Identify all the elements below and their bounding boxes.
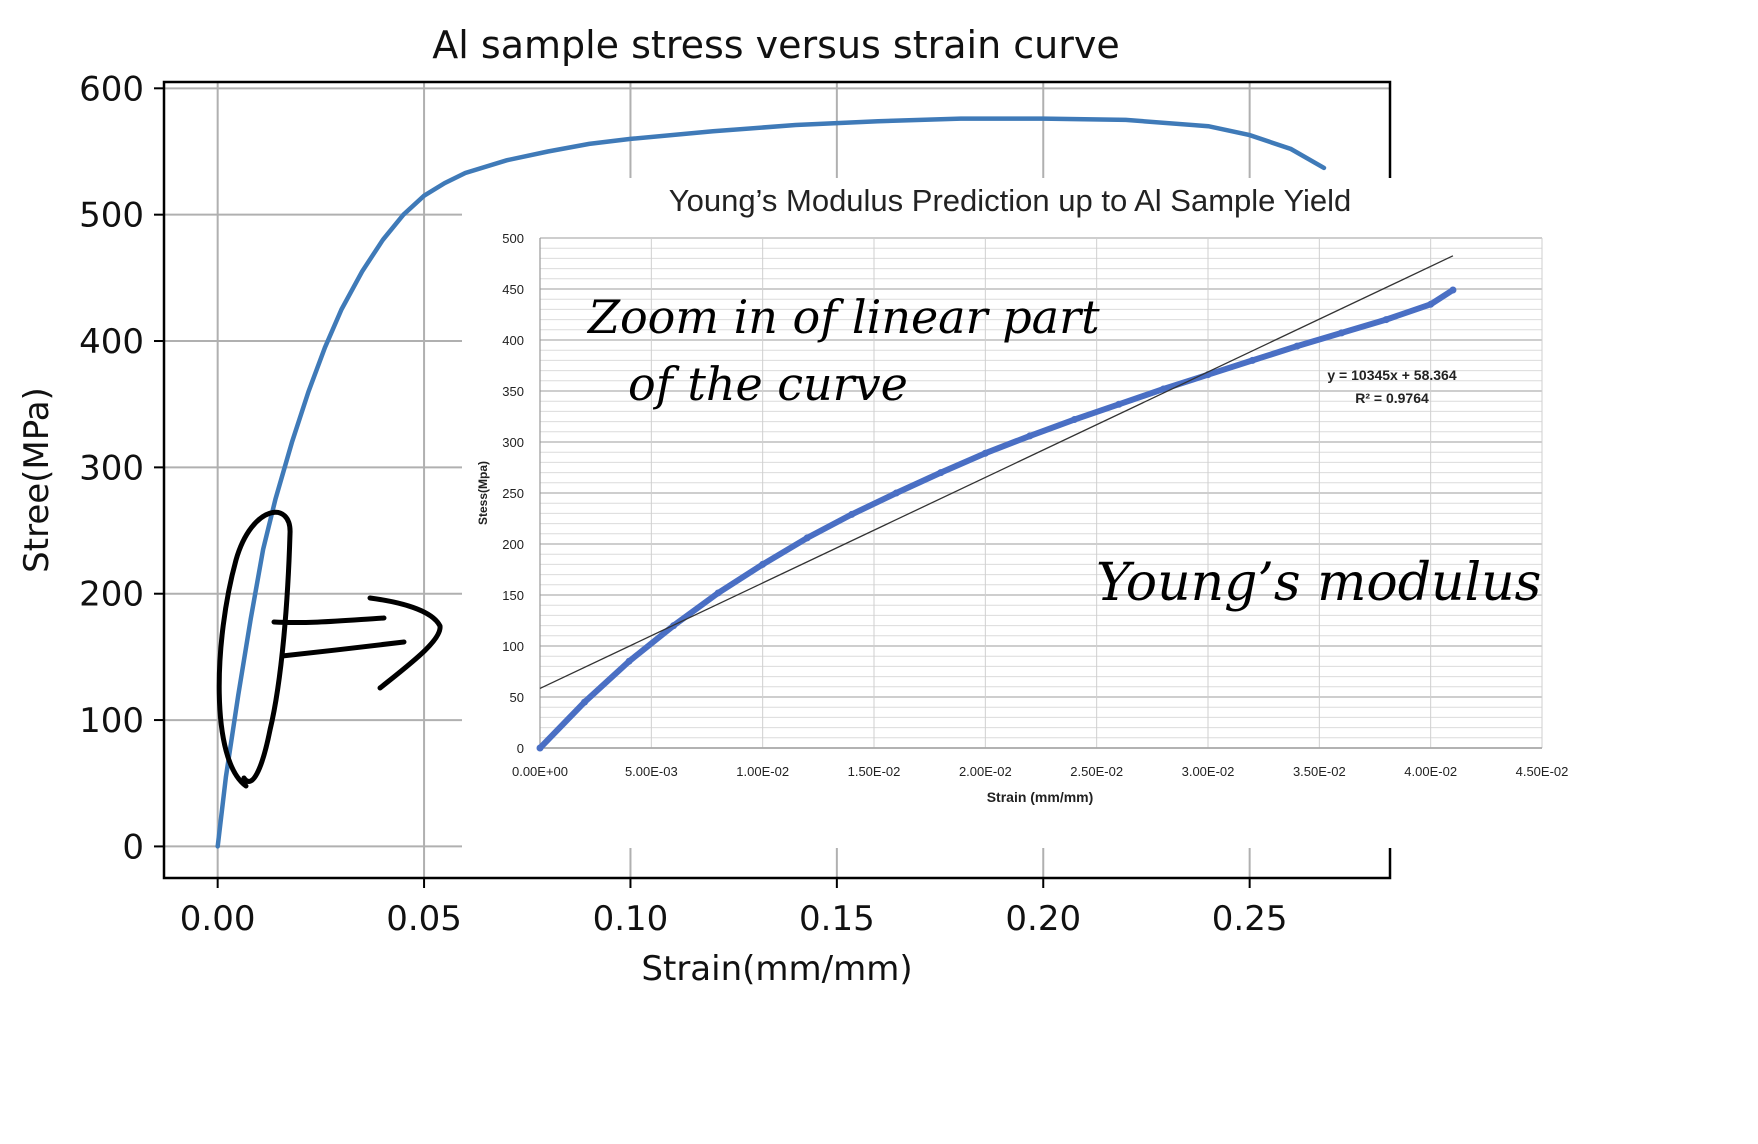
main-y-tick-label: 500: [79, 196, 144, 236]
trendline-equation: y = 10345x + 58.364: [1327, 367, 1456, 383]
inset-x-tick-label: 4.00E-02: [1404, 764, 1457, 779]
inset-data-point: [1159, 385, 1167, 393]
inset-series: [536, 286, 1457, 752]
inset-y-tick-label: 200: [502, 537, 524, 552]
inset-y-tick-label: 350: [502, 384, 524, 399]
arrow-shaft-top: [271, 615, 387, 626]
inset-data-point: [1338, 329, 1346, 337]
inset-data-point: [536, 744, 544, 752]
main-series-line: [215, 116, 1327, 849]
main-x-tick-label: 0.15: [799, 899, 875, 939]
inset-x-tick-label: 1.00E-02: [736, 764, 789, 779]
inset-data-point: [848, 510, 856, 518]
main-y-tick-label: 400: [79, 322, 144, 362]
main-y-tick-label: 200: [79, 575, 144, 615]
inset-data-point: [1115, 400, 1123, 408]
inset-x-tick-label: 5.00E-03: [625, 764, 678, 779]
inset-y-axis-label: Stess(Mpa): [476, 461, 490, 525]
inset-chart-title: Young’s Modulus Prediction up to Al Samp…: [669, 183, 1351, 218]
inset-x-tick-label: 2.00E-02: [959, 764, 1012, 779]
main-x-tick-label: 0.10: [593, 899, 669, 939]
inset-x-tick-label: 0.00E+00: [512, 764, 568, 779]
inset-y-tick-label: 100: [502, 639, 524, 654]
main-y-tick-label: 0: [122, 827, 144, 867]
inset-data-point: [803, 534, 811, 542]
inset-y-tick-label: 0: [517, 741, 524, 756]
inset-data-point: [1382, 316, 1390, 324]
inset-y-tick-label: 150: [502, 588, 524, 603]
zoom-note-line2: of the curve: [628, 357, 908, 411]
inset-grid: [539, 237, 1543, 749]
inset-series-path: [537, 287, 1456, 751]
inset-y-tick-label: 250: [502, 486, 524, 501]
main-y-tick-label: 100: [79, 701, 144, 741]
inset-x-tick-label: 1.50E-02: [848, 764, 901, 779]
main-ticks: 0.00 0.05 0.10 0.15 0.20 0.250100200300400500…: [79, 69, 1287, 939]
inset-data-point: [981, 449, 989, 457]
inset-data-point: [625, 657, 633, 665]
main-y-tick-label: 300: [79, 448, 144, 488]
inset-y-tick-label: 500: [502, 231, 524, 246]
inset-y-tick-label: 450: [502, 282, 524, 297]
inset-data-point: [1427, 300, 1435, 308]
main-x-tick-label: 0.25: [1212, 899, 1288, 939]
zoom-note-line1: Zoom in of linear part: [586, 290, 1100, 344]
inset-x-tick-label: 3.50E-02: [1293, 764, 1346, 779]
inset-data-point: [1293, 342, 1301, 350]
trendline-r2: R² = 0.9764: [1355, 390, 1429, 406]
inset-y-tick-label: 400: [502, 333, 524, 348]
inset-chart: Young’s Modulus Prediction up to Al Samp…: [462, 178, 1758, 848]
youngs-modulus-note: Young’s modulus: [1096, 553, 1541, 613]
inset-x-axis-label: Strain (mm/mm): [987, 789, 1094, 805]
circle-highlight-icon: [216, 509, 293, 789]
inset-y-tick-label: 50: [510, 690, 524, 705]
main-x-axis-label: Strain(mm/mm): [641, 949, 912, 989]
inset-x-tick-label: 3.00E-02: [1182, 764, 1235, 779]
inset-x-tick-label: 2.50E-02: [1070, 764, 1123, 779]
inset-data-point: [1249, 356, 1257, 364]
main-chart-title: Al sample stress versus strain curve: [432, 23, 1119, 67]
inset-x-tick-label: 4.50E-02: [1516, 764, 1569, 779]
inset-data-point: [937, 469, 945, 477]
inset-trendline: [539, 255, 1454, 690]
arrow-head-icon: [367, 595, 443, 691]
arrow-shaft-bottom: [279, 639, 407, 659]
inset-y-tick-label: 300: [502, 435, 524, 450]
handwritten-annotations: Zoom in of linear part of the curve Youn…: [216, 290, 1541, 789]
inset-data-point: [1449, 286, 1457, 294]
inset-ticks: 0.00E+00 5.00E-03 1.00E-02 1.50E-02 2.00E-02…: [502, 231, 1568, 779]
inset-data-point: [759, 560, 767, 568]
main-y-axis-label: Stree(MPa): [17, 387, 57, 573]
inset-data-point: [892, 489, 900, 497]
main-y-tick-label: 600: [79, 69, 144, 109]
inset-data-point: [581, 698, 589, 706]
inset-data-point: [1026, 432, 1034, 440]
main-x-tick-label: 0.00: [180, 899, 256, 939]
main-x-tick-label: 0.20: [1005, 899, 1081, 939]
inset-data-point: [1070, 416, 1078, 424]
main-x-tick-label: 0.05: [386, 899, 462, 939]
inset-data-point: [714, 589, 722, 597]
